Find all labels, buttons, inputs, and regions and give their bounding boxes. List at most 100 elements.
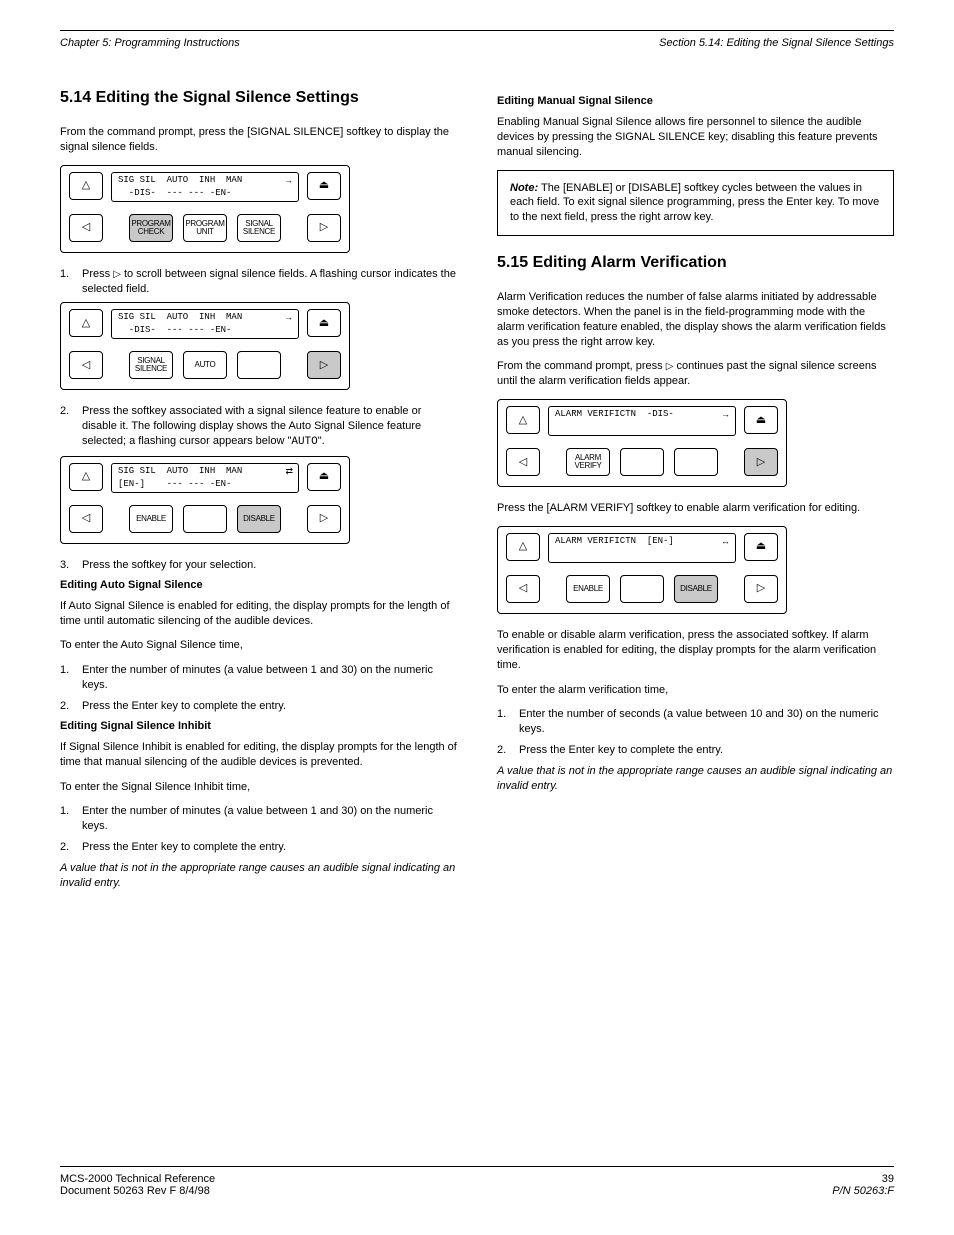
- alarm-intro-1: Alarm Verification reduces the number of…: [497, 290, 894, 349]
- subhead-manual: Editing Manual Signal Silence: [497, 95, 894, 107]
- auto-step-1: 1.Enter the number of minutes (a value b…: [60, 663, 457, 693]
- header-section: Section 5.14: Editing the Signal Silence…: [659, 37, 894, 49]
- arrow-indicator-icon: →: [721, 410, 730, 420]
- note-label: Note:: [510, 182, 538, 194]
- eject-button[interactable]: ⏏: [307, 172, 341, 200]
- eject-icon: ⏏: [319, 180, 329, 191]
- up-button[interactable]: △: [69, 463, 103, 491]
- lcd-line-1: ALARM VERIFICTN -DIS-: [555, 410, 729, 420]
- keypad-panel-2: △ → SIG SIL AUTO INH MAN -DIS- --- --- -…: [60, 302, 457, 390]
- left-column: 5.14 Editing the Signal Silence Settings…: [60, 89, 457, 901]
- intro-text: From the command prompt, press the [SIGN…: [60, 125, 457, 155]
- eject-button[interactable]: ⏏: [307, 309, 341, 337]
- footer-page: 39: [882, 1173, 894, 1185]
- page-header: Chapter 5: Programming Instructions Sect…: [60, 37, 894, 49]
- triangle-up-icon: △: [82, 471, 90, 482]
- softkey-1[interactable]: PROGRAM CHECK: [129, 214, 173, 242]
- softkey-3[interactable]: [237, 351, 281, 379]
- softkey-3[interactable]: DISABLE: [674, 575, 718, 603]
- lcd-display: ⇄ SIG SIL AUTO INH MAN [EN-] --- --- -EN…: [111, 463, 299, 493]
- left-button[interactable]: ◁: [69, 214, 103, 242]
- range-note: A value that is not in the appropriate r…: [60, 861, 457, 891]
- left-button[interactable]: ◁: [69, 351, 103, 379]
- softkey-2[interactable]: [620, 575, 664, 603]
- left-button[interactable]: ◁: [506, 448, 540, 476]
- auto-step-2: 2.Press the Enter key to complete the en…: [60, 699, 457, 714]
- step-number: 1.: [60, 267, 74, 297]
- softkey-3[interactable]: [674, 448, 718, 476]
- alarm-intro-2: From the command prompt, press ▷ continu…: [497, 359, 894, 389]
- softkey-1[interactable]: ENABLE: [129, 505, 173, 533]
- softkey-3[interactable]: DISABLE: [237, 505, 281, 533]
- step-number: 3.: [60, 558, 74, 573]
- softkey-3[interactable]: SIGNAL SILENCE: [237, 214, 281, 242]
- keypad-panel-3: △ ⇄ SIG SIL AUTO INH MAN [EN-] --- --- -…: [60, 456, 457, 544]
- lcd-display: → SIG SIL AUTO INH MAN -DIS- --- --- -EN…: [111, 309, 299, 339]
- up-button[interactable]: △: [506, 533, 540, 561]
- lcd-line-1: SIG SIL AUTO INH MAN: [118, 467, 292, 477]
- step-text: Press the Enter key to complete the entr…: [82, 699, 286, 714]
- right-button[interactable]: ▷: [307, 214, 341, 242]
- triangle-right-icon: ▷: [320, 360, 328, 371]
- note-box: Note: The [ENABLE] or [DISABLE] softkey …: [497, 170, 894, 237]
- triangle-left-icon: ◁: [82, 360, 90, 371]
- lcd-display: → ALARM VERIFICTN -DIS-: [548, 406, 736, 436]
- eject-button[interactable]: ⏏: [744, 406, 778, 434]
- enter-label: To enter the alarm verification time,: [497, 683, 894, 698]
- step-1: 1. Press ▷ to scroll between signal sile…: [60, 267, 457, 297]
- softkey-2[interactable]: [183, 505, 227, 533]
- up-button[interactable]: △: [506, 406, 540, 434]
- triangle-right-icon: ▷: [757, 457, 765, 468]
- footer-pn: P/N 50263:F: [832, 1185, 894, 1197]
- softkey-2[interactable]: AUTO: [183, 351, 227, 379]
- range-note-2: A value that is not in the appropriate r…: [497, 764, 894, 794]
- lcd-line-2: -DIS- --- --- -EN-: [118, 326, 292, 336]
- right-column: Editing Manual Signal Silence Enabling M…: [497, 89, 894, 901]
- inhibit-steps-label: To enter the Signal Silence Inhibit time…: [60, 780, 457, 795]
- step-text: Press ▷ to scroll between signal silence…: [82, 267, 457, 297]
- eject-icon: ⏏: [319, 318, 329, 329]
- step-3: 3. Press the softkey for your selection.: [60, 558, 457, 573]
- step-text: Enter the number of minutes (a value bet…: [82, 663, 457, 693]
- eject-button[interactable]: ⏏: [744, 533, 778, 561]
- lcd-line-1: ALARM VERIFICTN [EN-]: [555, 537, 729, 547]
- right-button[interactable]: ▷: [744, 448, 778, 476]
- after-panel5: To enable or disable alarm verification,…: [497, 628, 894, 673]
- keypad-panel-4: △ → ALARM VERIFICTN -DIS- ⏏ ◁ ALARM VERI…: [497, 399, 894, 487]
- softkey-2[interactable]: PROGRAM UNIT: [183, 214, 227, 242]
- triangle-right-icon: ▷: [320, 222, 328, 233]
- triangle-up-icon: △: [519, 541, 527, 552]
- lcd-line-2: [EN-] --- --- -EN-: [118, 480, 292, 490]
- softkey-2[interactable]: [620, 448, 664, 476]
- top-rule: [60, 30, 894, 31]
- keypad-panel-1: △ → SIG SIL AUTO INH MAN -DIS- --- --- -…: [60, 165, 457, 253]
- inh-step-2: 2.Press the Enter key to complete the en…: [60, 840, 457, 855]
- lcd-display: ↔ ALARM VERIFICTN [EN-]: [548, 533, 736, 563]
- triangle-up-icon: △: [519, 415, 527, 426]
- right-button[interactable]: ▷: [307, 505, 341, 533]
- triangle-up-icon: △: [82, 318, 90, 329]
- eject-button[interactable]: ⏏: [307, 463, 341, 491]
- triangle-right-icon: ▷: [113, 269, 121, 280]
- step-number: 2.: [60, 404, 74, 450]
- header-chapter: Chapter 5: Programming Instructions: [60, 37, 240, 49]
- softkey-1[interactable]: ALARM VERIFY: [566, 448, 610, 476]
- softkey-1[interactable]: SIGNAL SILENCE: [129, 351, 173, 379]
- section-title-alarm-verify: 5.15 Editing Alarm Verification: [497, 254, 894, 272]
- softkey-1[interactable]: ENABLE: [566, 575, 610, 603]
- up-button[interactable]: △: [69, 309, 103, 337]
- triangle-left-icon: ◁: [519, 583, 527, 594]
- footer-rev: Document 50263 Rev F 8/4/98: [60, 1185, 210, 1197]
- triangle-left-icon: ◁: [519, 457, 527, 468]
- up-button[interactable]: △: [69, 172, 103, 200]
- right-button[interactable]: ▷: [744, 575, 778, 603]
- left-button[interactable]: ◁: [506, 575, 540, 603]
- right-button[interactable]: ▷: [307, 351, 341, 379]
- triangle-left-icon: ◁: [82, 222, 90, 233]
- subhead-inhibit: Editing Signal Silence Inhibit: [60, 720, 457, 732]
- inhibit-intro: If Signal Silence Inhibit is enabled for…: [60, 740, 457, 770]
- left-button[interactable]: ◁: [69, 505, 103, 533]
- step-text: Press the softkey for your selection.: [82, 558, 256, 573]
- triangle-right-icon: ▷: [757, 583, 765, 594]
- arrow-indicator-icon: →: [284, 313, 293, 323]
